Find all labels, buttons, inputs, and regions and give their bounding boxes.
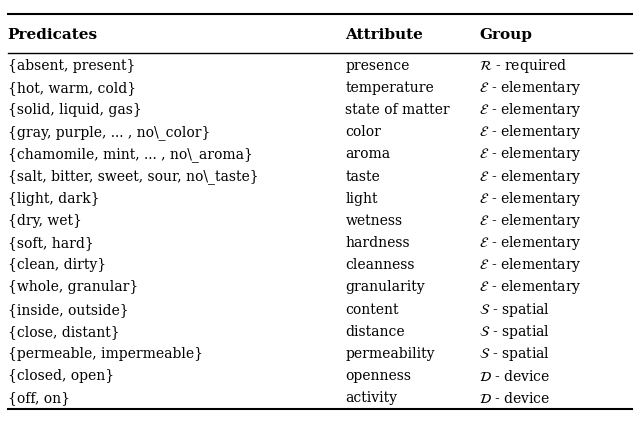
Text: granularity: granularity [346, 281, 425, 294]
Text: {close, distant}: {close, distant} [8, 325, 120, 339]
Text: {inside, outside}: {inside, outside} [8, 302, 129, 317]
Text: {closed, open}: {closed, open} [8, 369, 114, 383]
Text: $\mathcal{S}$ - spatial: $\mathcal{S}$ - spatial [479, 323, 550, 341]
Text: $\mathcal{E}$ - elementary: $\mathcal{E}$ - elementary [479, 234, 582, 252]
Text: {clean, dirty}: {clean, dirty} [8, 258, 106, 272]
Text: {whole, granular}: {whole, granular} [8, 281, 138, 294]
Text: cleanness: cleanness [346, 258, 415, 272]
Text: presence: presence [346, 59, 410, 73]
Text: {permeable, impermeable}: {permeable, impermeable} [8, 347, 203, 361]
Text: $\mathcal{E}$ - elementary: $\mathcal{E}$ - elementary [479, 278, 582, 296]
Text: $\mathcal{E}$ - elementary: $\mathcal{E}$ - elementary [479, 168, 582, 186]
Text: wetness: wetness [346, 214, 403, 228]
Text: {chamomile, mint, ... , no\_aroma}: {chamomile, mint, ... , no\_aroma} [8, 147, 253, 162]
Text: $\mathcal{S}$ - spatial: $\mathcal{S}$ - spatial [479, 301, 550, 319]
Text: $\mathcal{R}$ - required: $\mathcal{R}$ - required [479, 57, 567, 75]
Text: state of matter: state of matter [346, 103, 450, 117]
Text: Attribute: Attribute [346, 28, 424, 42]
Text: $\mathcal{E}$ - elementary: $\mathcal{E}$ - elementary [479, 212, 582, 230]
Text: $\mathcal{E}$ - elementary: $\mathcal{E}$ - elementary [479, 101, 582, 119]
Text: {soft, hard}: {soft, hard} [8, 236, 93, 250]
Text: color: color [346, 125, 381, 139]
Text: {gray, purple, ... , no\_color}: {gray, purple, ... , no\_color} [8, 125, 210, 140]
Text: {light, dark}: {light, dark} [8, 192, 99, 206]
Text: $\mathcal{E}$ - elementary: $\mathcal{E}$ - elementary [479, 79, 582, 97]
Text: $\mathcal{D}$ - device: $\mathcal{D}$ - device [479, 369, 550, 384]
Text: $\mathcal{E}$ - elementary: $\mathcal{E}$ - elementary [479, 190, 582, 208]
Text: light: light [346, 192, 378, 206]
Text: $\mathcal{E}$ - elementary: $\mathcal{E}$ - elementary [479, 123, 582, 141]
Text: activity: activity [346, 391, 397, 405]
Text: {solid, liquid, gas}: {solid, liquid, gas} [8, 103, 141, 117]
Text: {hot, warm, cold}: {hot, warm, cold} [8, 81, 136, 95]
Text: {salt, bitter, sweet, sour, no\_taste}: {salt, bitter, sweet, sour, no\_taste} [8, 169, 259, 184]
Text: $\mathcal{D}$ - device: $\mathcal{D}$ - device [479, 391, 550, 406]
Text: {absent, present}: {absent, present} [8, 59, 135, 73]
Text: $\mathcal{S}$ - spatial: $\mathcal{S}$ - spatial [479, 345, 550, 363]
Text: Group: Group [479, 28, 532, 42]
Text: content: content [346, 302, 399, 317]
Text: temperature: temperature [346, 81, 434, 95]
Text: $\mathcal{E}$ - elementary: $\mathcal{E}$ - elementary [479, 145, 582, 163]
Text: {dry, wet}: {dry, wet} [8, 214, 82, 228]
Text: aroma: aroma [346, 148, 390, 161]
Text: hardness: hardness [346, 236, 410, 250]
Text: distance: distance [346, 325, 405, 339]
Text: permeability: permeability [346, 347, 435, 361]
Text: taste: taste [346, 169, 380, 184]
Text: openness: openness [346, 369, 412, 383]
Text: Predicates: Predicates [8, 28, 98, 42]
Text: {off, on}: {off, on} [8, 391, 70, 405]
Text: $\mathcal{E}$ - elementary: $\mathcal{E}$ - elementary [479, 256, 582, 274]
